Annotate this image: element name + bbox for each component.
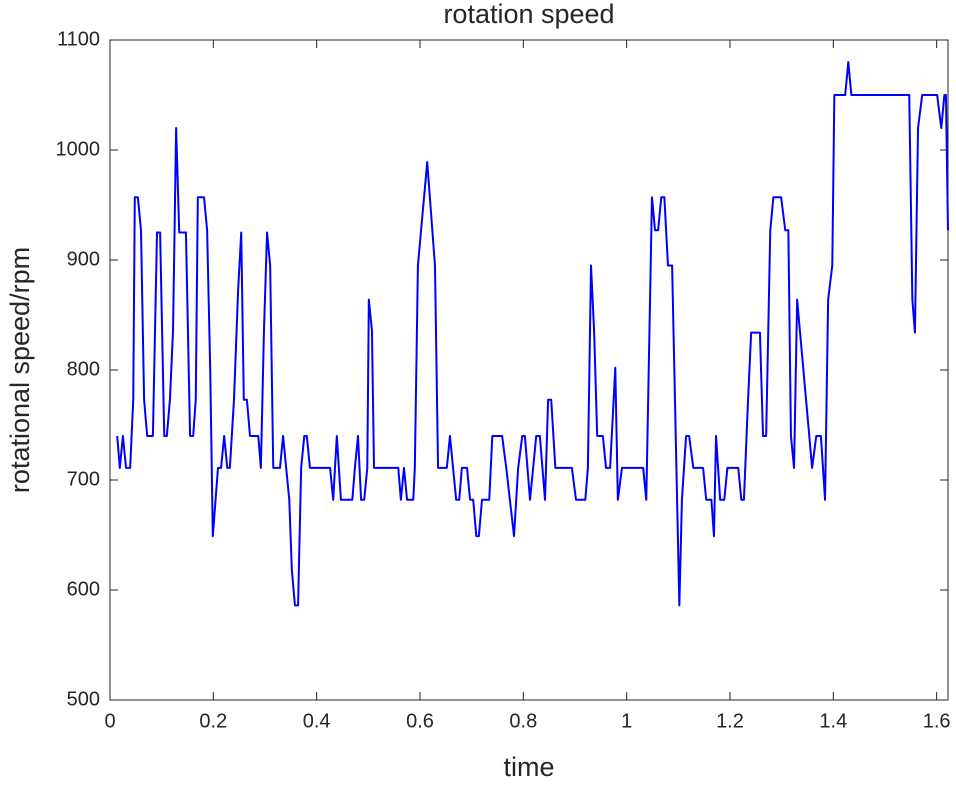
x-tick-label: 1.4 bbox=[819, 710, 847, 732]
x-tick-label: 0.4 bbox=[303, 710, 331, 732]
data-line bbox=[116, 61, 949, 607]
y-tick-label: 800 bbox=[67, 358, 100, 380]
x-tick-label: 0.6 bbox=[406, 710, 434, 732]
y-tick-label: 900 bbox=[67, 248, 100, 270]
x-tick-label: 0 bbox=[104, 710, 115, 732]
y-tick-label: 700 bbox=[67, 468, 100, 490]
x-tick-label: 1.2 bbox=[716, 710, 744, 732]
y-axis-label: rotational speed/rpm bbox=[5, 247, 35, 493]
y-tick-label: 1100 bbox=[57, 28, 100, 50]
x-tick-label: 0.2 bbox=[199, 710, 227, 732]
chart-title: rotation speed bbox=[443, 0, 614, 29]
x-tick-label: 1.6 bbox=[923, 710, 951, 732]
x-tick-label: 1 bbox=[621, 710, 632, 732]
y-tick-label: 600 bbox=[67, 578, 100, 600]
y-tick-label: 1000 bbox=[56, 138, 101, 160]
y-tick-label: 500 bbox=[67, 688, 100, 710]
x-tick-label: 0.8 bbox=[509, 710, 537, 732]
x-axis-label: time bbox=[503, 752, 554, 782]
